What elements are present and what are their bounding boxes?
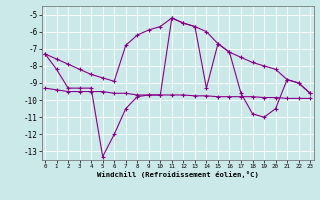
- X-axis label: Windchill (Refroidissement éolien,°C): Windchill (Refroidissement éolien,°C): [97, 171, 259, 178]
